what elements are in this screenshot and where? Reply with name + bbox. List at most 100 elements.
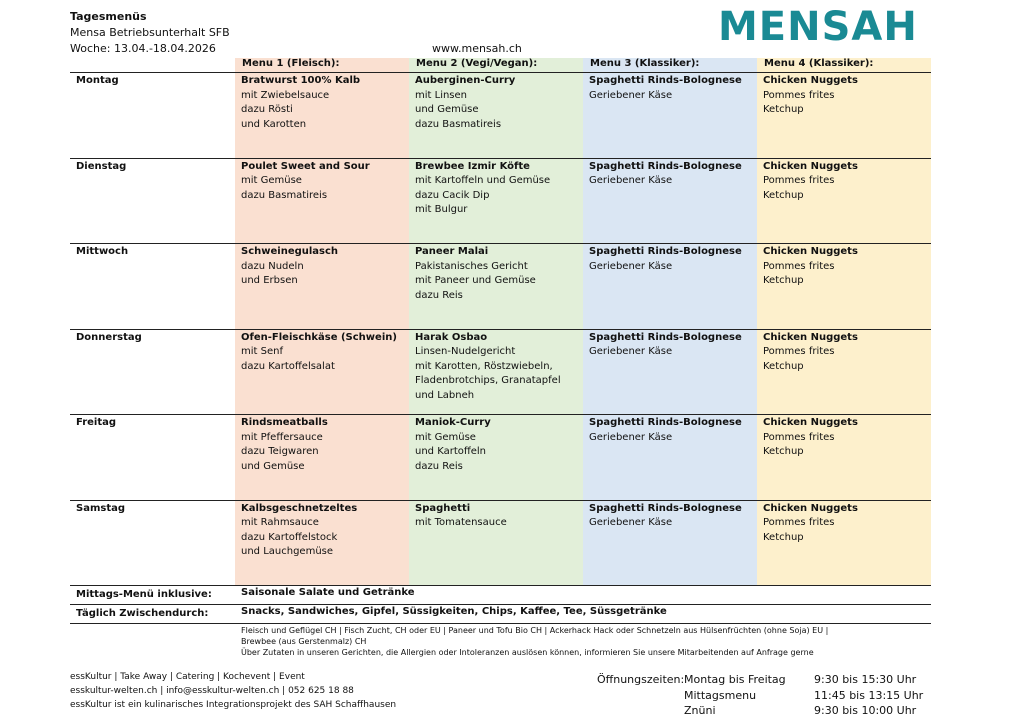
dish-detail: Pakistanisches Gericht <box>415 260 528 272</box>
dish-detail: mit Senf <box>241 346 283 358</box>
dish-detail: Geriebener Käse <box>589 89 673 101</box>
dish-detail: Linsen-Nudelgericht <box>415 346 516 358</box>
dish-name: Spaghetti Rinds-Bolognese <box>589 331 742 343</box>
dish-detail: mit Linsen <box>415 89 468 101</box>
dish-detail: mit Paneer und Gemüse <box>415 275 536 287</box>
dish-detail: Ketchup <box>763 531 804 543</box>
dish-detail: Geriebener Käse <box>589 517 673 529</box>
day: Dienstag <box>76 160 127 172</box>
hours-name: Montag bis Freitag <box>684 673 786 686</box>
dish-detail: dazu Basmatireis <box>241 189 328 201</box>
rule <box>70 243 931 244</box>
dish-detail: mit Pfeffersauce <box>241 431 323 443</box>
rule <box>70 157 931 159</box>
dish-name: Bratwurst 100% Kalb <box>241 75 361 86</box>
rule <box>70 72 931 73</box>
day: Montag <box>76 75 119 86</box>
hours-time: 9:30 bis 15:30 Uhr <box>814 673 917 686</box>
column-header: Menu 3 (Klassiker): <box>590 58 700 69</box>
dish-detail: mit Rahmsauce <box>241 517 319 529</box>
dish-name: Chicken Nuggets <box>763 502 858 514</box>
dish-name: Spaghetti Rinds-Bolognese <box>589 160 742 172</box>
dish-detail: Ketchup <box>763 360 804 372</box>
dish-name: Chicken Nuggets <box>763 417 858 428</box>
dish-name: Spaghetti Rinds-Bolognese <box>589 75 742 86</box>
dish-detail: mit Karotten, Röstzwiebeln, <box>415 360 553 372</box>
week: Woche: 13.04.-18.04.2026 <box>70 42 216 55</box>
dish-name: Poulet Sweet and Sour <box>241 160 370 172</box>
day: Samstag <box>76 502 126 514</box>
dish-name: Spaghetti Rinds-Bolognese <box>589 417 742 428</box>
dish-detail: mit Gemüse <box>415 431 476 443</box>
dish-detail: Pommes frites <box>763 517 835 529</box>
dish-name: Rindsmeatballs <box>241 417 328 428</box>
dish-name: Kalbsgeschnetzeltes <box>241 502 358 514</box>
rule <box>70 604 931 605</box>
extra-label: Mittags-Menü inklusive: <box>76 589 212 600</box>
day: Donnerstag <box>76 331 142 343</box>
note: Fleisch und Geflügel CH | Fisch Zucht, C… <box>241 626 829 646</box>
column-header: Menu 4 (Klassiker): <box>764 58 874 69</box>
dish-name: Paneer Malai <box>415 246 489 257</box>
dish-detail: mit Bulgur <box>415 204 468 216</box>
dish-name: Schweinegulasch <box>241 246 339 257</box>
dish-detail: mit Kartoffeln und Gemüse <box>415 175 551 187</box>
dish-detail: mit Gemüse <box>241 175 302 187</box>
company-line: essKultur | Take Away | Catering | Koche… <box>70 672 305 682</box>
dish-detail: und Labneh <box>415 389 475 401</box>
dish-detail: dazu Reis <box>415 460 463 472</box>
dish-name: Spaghetti Rinds-Bolognese <box>589 246 742 257</box>
extra-label: Täglich Zwischendurch: <box>76 608 209 619</box>
dish-name: Ofen-Fleischkäse (Schwein) <box>241 331 397 343</box>
dish-detail: dazu Kartoffelstock <box>241 531 338 543</box>
note: Über Zutaten in unseren Gerichten, die A… <box>241 648 814 657</box>
dish-detail: dazu Kartoffelsalat <box>241 360 335 372</box>
extra-text: Saisonale Salate und Getränke <box>241 587 415 598</box>
dish-detail: dazu Rösti <box>241 104 293 116</box>
column-header: Menu 1 (Fleisch): <box>242 58 340 69</box>
dish-name: Chicken Nuggets <box>763 331 858 343</box>
website: www.mensah.ch <box>432 42 522 55</box>
column-bg <box>757 58 931 585</box>
dish-name: Spaghetti <box>415 502 471 514</box>
logo: MENSAH <box>718 4 918 50</box>
hours-label: Öffnungszeiten: <box>597 673 685 686</box>
column-bg <box>583 58 757 585</box>
dish-detail: Geriebener Käse <box>589 346 673 358</box>
dish-detail: Ketchup <box>763 446 804 458</box>
dish-detail: und Lauchgemüse <box>241 546 334 558</box>
dish-name: Harak Osbao <box>415 331 488 343</box>
rule <box>70 414 931 415</box>
dish-detail: und Kartoffeln <box>415 446 487 458</box>
dish-detail: Geriebener Käse <box>589 431 673 443</box>
dish-detail: dazu Teigwaren <box>241 446 319 458</box>
company-line: esskultur-welten.ch | info@esskultur-wel… <box>70 686 354 696</box>
dish-name: Spaghetti Rinds-Bolognese <box>589 502 742 514</box>
dish-name: Chicken Nuggets <box>763 246 858 257</box>
dish-name: Chicken Nuggets <box>763 75 858 86</box>
rule <box>70 328 931 330</box>
dish-detail: Pommes frites <box>763 175 835 187</box>
dish-detail: Geriebener Käse <box>589 260 673 272</box>
hours-name: Mittagsmenu <box>684 688 757 702</box>
hours-time: 9:30 bis 10:00 Uhr <box>814 704 917 717</box>
company-line: essKultur ist ein kulinarisches Integrat… <box>70 700 397 710</box>
dish-detail: mit Tomatensauce <box>415 517 507 529</box>
title: Tagesmenüs <box>70 10 147 23</box>
dish-detail: mit Zwiebelsauce <box>241 89 330 101</box>
hours-name: Znüni <box>684 704 716 717</box>
dish-name: Chicken Nuggets <box>763 160 858 172</box>
day: Freitag <box>76 417 117 428</box>
dish-detail: Ketchup <box>763 275 804 287</box>
dish-detail: Pommes frites <box>763 89 835 101</box>
dish-name: Brewbee Izmir Köfte <box>415 160 530 172</box>
dish-detail: dazu Nudeln <box>241 260 304 272</box>
extra-text: Snacks, Sandwiches, Gipfel, Süssigkeiten… <box>241 606 667 617</box>
column-header: Menu 2 (Vegi/Vegan): <box>416 58 538 69</box>
hours-time: 11:45 bis 13:15 Uhr <box>814 688 924 702</box>
rule <box>70 499 931 501</box>
dish-name: Auberginen-Curry <box>415 75 516 86</box>
day: Mittwoch <box>76 246 129 257</box>
dish-detail: und Gemüse <box>415 104 479 116</box>
